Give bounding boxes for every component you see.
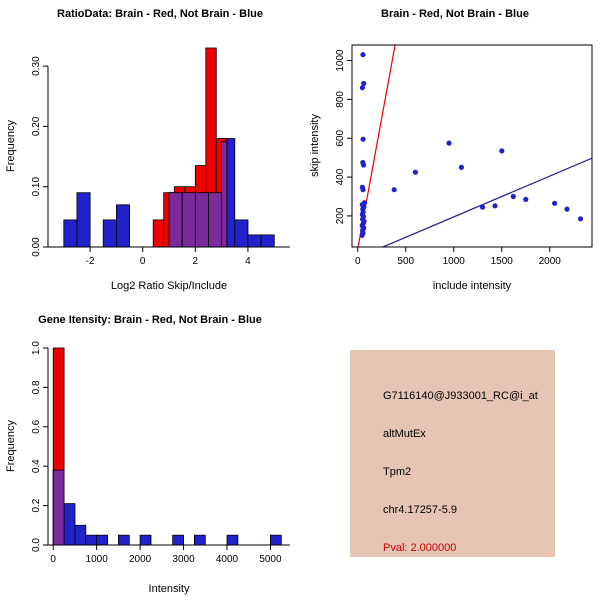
svg-text:0.0: 0.0	[31, 538, 42, 552]
gene-histogram-plot: 0 1000 2000 3000 4000 5000 0.0 0.2 0.4 0.6 0.8 1.0	[31, 341, 290, 565]
ratio-histogram-title: RatioData: Brain - Red, Not Brain - Blue	[57, 8, 263, 20]
gene-histogram-xlabel: Intensity	[148, 583, 190, 595]
ratio-histogram-xlabel: Log2 Ratio Skip/Include	[110, 280, 228, 292]
scatter-xlabel: include intensity	[432, 280, 512, 292]
info-box: G7116140@J933001_RC@i_at altMutEx Tpm2 c…	[350, 350, 555, 557]
svg-text:600: 600	[335, 129, 346, 146]
svg-text:2000: 2000	[539, 256, 562, 267]
svg-text:0.10: 0.10	[31, 177, 42, 197]
svg-text:500: 500	[397, 256, 414, 267]
svg-text:2000: 2000	[129, 554, 152, 565]
panel-ratio-histogram: RatioData: Brain - Red, Not Brain - Blue…	[0, 0, 300, 300]
svg-text:0.00: 0.00	[31, 237, 42, 257]
svg-text:800: 800	[335, 91, 346, 108]
panel-gene-info: G7116140@J933001_RC@i_at altMutEx Tpm2 c…	[300, 300, 600, 600]
svg-text:1000: 1000	[86, 554, 109, 565]
svg-text:4: 4	[245, 256, 251, 267]
svg-text:4000: 4000	[216, 554, 239, 565]
panel-intensity-scatter: Brain - Red, Not Brain - Blue skip inten…	[300, 0, 600, 300]
gene-histogram-title: Gene Itensity: Brain - Red, Not Brain - …	[38, 314, 262, 326]
pval-text: Pval: 2.000000	[383, 542, 457, 554]
svg-text:0: 0	[140, 256, 146, 267]
svg-text:3000: 3000	[172, 554, 195, 565]
gene-name-text: Tpm2	[383, 466, 412, 478]
svg-text:0.4: 0.4	[31, 459, 42, 473]
probe-id-text: G7116140@J933001_RC@i_at	[383, 390, 538, 402]
chromosome-location-text: chr4.17257-5.9	[383, 504, 457, 516]
svg-text:400: 400	[335, 168, 346, 185]
scatter-plot: 0 500 1000 1500 2000 200 400 600 800 1000	[335, 44, 593, 267]
svg-text:0.2: 0.2	[31, 498, 42, 512]
ratio-histogram-plot: -2 0 2 4 0.00 0.10 0.20 0.30	[31, 47, 290, 267]
svg-text:1000: 1000	[335, 49, 346, 72]
svg-text:0: 0	[50, 554, 56, 565]
svg-text:1.0: 1.0	[31, 341, 42, 355]
svg-text:5000: 5000	[259, 554, 282, 565]
svg-text:0.20: 0.20	[31, 116, 42, 136]
panel-gene-intensity-histogram: Gene Itensity: Brain - Red, Not Brain - …	[0, 300, 300, 600]
svg-text:0: 0	[355, 256, 361, 267]
svg-text:0.8: 0.8	[31, 380, 42, 394]
svg-text:2: 2	[193, 256, 199, 267]
svg-text:1000: 1000	[443, 256, 466, 267]
scatter-title: Brain - Red, Not Brain - Blue	[381, 8, 529, 20]
svg-text:0.30: 0.30	[31, 56, 42, 76]
svg-text:1500: 1500	[491, 256, 514, 267]
event-type-text: altMutEx	[383, 428, 426, 440]
svg-text:0.6: 0.6	[31, 419, 42, 433]
svg-text:200: 200	[335, 207, 346, 224]
svg-text:-2: -2	[86, 256, 95, 267]
